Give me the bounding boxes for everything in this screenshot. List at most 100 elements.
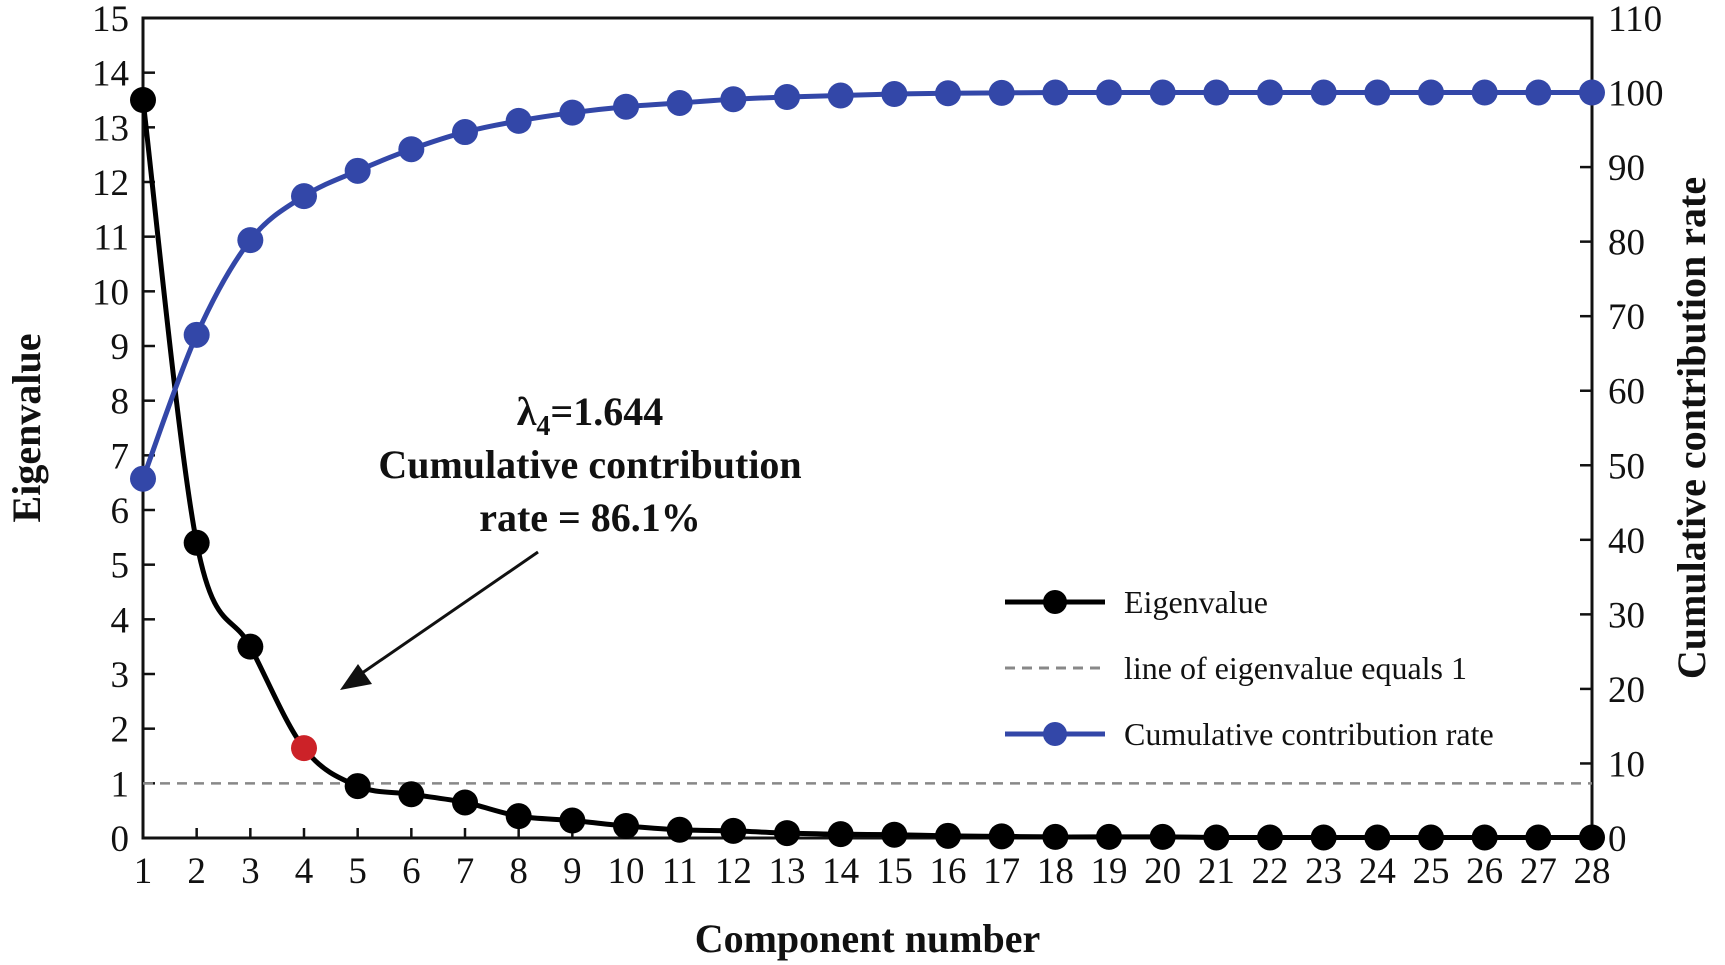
cumulative-point xyxy=(130,465,156,492)
cumulative-point xyxy=(505,107,532,134)
y2-tick-label: 50 xyxy=(1608,446,1645,487)
eigenvalue-point xyxy=(1257,824,1283,851)
annotation: λ4=1.644 Cumulative contribution rate = … xyxy=(340,389,802,690)
y-tick-label: 8 xyxy=(111,382,130,423)
x-tick-label: 28 xyxy=(1574,851,1611,892)
eigenvalue-point xyxy=(1203,824,1230,851)
y-tick-label: 7 xyxy=(111,436,130,477)
axes: 0123456789101112131415010203040506070809… xyxy=(4,0,1714,961)
annotation-arrowhead xyxy=(340,664,372,690)
eigenvalue-point xyxy=(183,529,210,556)
eigenvalue-point xyxy=(666,816,693,843)
y-tick-label: 11 xyxy=(93,218,129,259)
cumulative-point xyxy=(398,136,425,163)
cumulative-point xyxy=(559,99,586,126)
annotation-lambda: λ xyxy=(517,389,537,434)
eigenvalue-point xyxy=(291,735,317,762)
annotation-subscript: 4 xyxy=(536,411,550,442)
cumulative-point xyxy=(1471,79,1498,106)
x-tick-label: 4 xyxy=(295,851,314,892)
annotation-line-2: Cumulative contribution xyxy=(378,442,801,487)
eigenvalue-point xyxy=(452,789,478,816)
plot-frame xyxy=(141,16,1594,840)
cumulative-point xyxy=(1579,79,1605,106)
cumulative-point xyxy=(774,84,800,111)
y-tick-label: 4 xyxy=(111,600,130,641)
y2-tick-label: 100 xyxy=(1608,74,1664,115)
y2-tick-label: 40 xyxy=(1608,521,1645,562)
y-tick-label: 9 xyxy=(111,327,130,368)
y2-tick-label: 0 xyxy=(1608,819,1627,860)
y-tick-label: 1 xyxy=(111,764,130,805)
eigenvalue-point xyxy=(1418,824,1444,851)
x-tick-label: 19 xyxy=(1091,851,1128,892)
eigenvalue-point xyxy=(1525,824,1552,851)
cumulative-point xyxy=(1364,79,1391,106)
annotation-line-3: rate = 86.1% xyxy=(479,495,701,540)
x-tick-label: 14 xyxy=(822,851,859,892)
cumulative-point xyxy=(1149,79,1176,106)
y-tick-label: 2 xyxy=(111,710,130,751)
eigenvalue-point xyxy=(1096,823,1122,850)
x-tick-label: 25 xyxy=(1413,851,1450,892)
x-tick-label: 5 xyxy=(348,851,367,892)
y-tick-label: 14 xyxy=(92,54,129,95)
y2-tick-label: 90 xyxy=(1608,148,1645,189)
y2-tick-label: 70 xyxy=(1608,297,1645,338)
y-tick-label: 6 xyxy=(111,491,130,532)
x-tick-label: 9 xyxy=(563,851,582,892)
cumulative-point xyxy=(1257,79,1283,106)
cumulative-point xyxy=(183,321,210,348)
x-axis-title: Component number xyxy=(695,916,1041,961)
x-tick-label: 16 xyxy=(930,851,967,892)
cumulative-point xyxy=(720,86,747,113)
cumulative-point xyxy=(237,227,264,254)
x-tick-label: 8 xyxy=(509,851,528,892)
legend-reference-label: line of eigenvalue equals 1 xyxy=(1124,650,1467,686)
x-tick-label: 13 xyxy=(769,851,806,892)
cumulative-point xyxy=(1096,79,1122,106)
x-tick-label: 21 xyxy=(1198,851,1235,892)
x-tick-label: 2 xyxy=(187,851,206,892)
legend: Eigenvalue line of eigenvalue equals 1 C… xyxy=(1005,584,1494,752)
y-tick-label: 13 xyxy=(92,108,129,149)
series-line-cumulative xyxy=(140,90,1592,480)
y2-tick-label: 110 xyxy=(1608,0,1662,40)
x-tick-label: 3 xyxy=(241,851,260,892)
eigenvalue-point xyxy=(1364,824,1391,851)
y2-tick-label: 20 xyxy=(1608,670,1645,711)
legend-eigenvalue-marker xyxy=(1043,590,1067,614)
legend-cumulative-marker xyxy=(1043,722,1067,746)
eigenvalue-point xyxy=(774,820,800,847)
cumulative-point xyxy=(452,119,478,146)
x-tick-label: 7 xyxy=(456,851,475,892)
cumulative-point xyxy=(1203,79,1230,106)
eigenvalue-point xyxy=(1471,824,1498,851)
y2-tick-label: 80 xyxy=(1608,223,1645,264)
legend-cumulative-label: Cumulative contribution rate xyxy=(1124,716,1494,752)
y-tick-label: 12 xyxy=(92,163,129,204)
eigenvalue-point xyxy=(1579,824,1605,851)
y2-tick-label: 60 xyxy=(1608,372,1645,413)
y-tick-label: 15 xyxy=(92,0,129,40)
legend-eigenvalue-label: Eigenvalue xyxy=(1124,584,1268,620)
cumulative-point xyxy=(881,81,908,108)
eigenvalue-point xyxy=(935,822,961,849)
x-tick-label: 18 xyxy=(1037,851,1074,892)
y2-tick-label: 30 xyxy=(1608,595,1645,636)
eigenvalue-point xyxy=(720,817,747,844)
y2-tick-label: 10 xyxy=(1608,744,1645,785)
y-tick-label: 3 xyxy=(111,655,130,696)
x-tick-label: 15 xyxy=(876,851,913,892)
annotation-arrow-shaft xyxy=(351,550,539,682)
cumulative-point xyxy=(666,89,693,116)
cumulative-point xyxy=(1525,79,1552,106)
x-tick-label: 6 xyxy=(402,851,421,892)
cumulative-point xyxy=(827,82,854,109)
x-tick-label: 26 xyxy=(1466,851,1503,892)
y2-axis-title: Cumulative contribution rate xyxy=(1669,177,1714,679)
cumulative-point xyxy=(935,80,961,107)
x-tick-label: 24 xyxy=(1359,851,1396,892)
eigenvalue-point xyxy=(559,807,586,834)
